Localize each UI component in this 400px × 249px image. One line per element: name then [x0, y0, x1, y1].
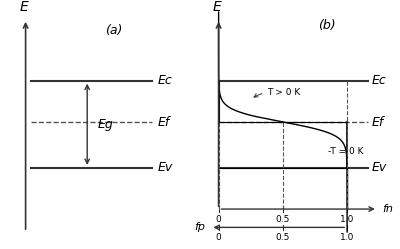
Text: 0.5: 0.5 [276, 233, 290, 242]
Text: 0.5: 0.5 [276, 215, 290, 224]
Text: T > 0 K: T > 0 K [254, 88, 301, 97]
Text: Ev: Ev [372, 161, 387, 174]
Text: Ev: Ev [158, 161, 173, 174]
Text: Eg: Eg [98, 118, 114, 131]
Text: E: E [20, 0, 28, 14]
Text: 0: 0 [216, 233, 222, 242]
Text: fp: fp [194, 222, 205, 232]
Text: fn: fn [382, 204, 393, 214]
Text: (a): (a) [105, 24, 122, 37]
Text: Ef: Ef [158, 116, 170, 128]
Text: 1.0: 1.0 [340, 233, 354, 242]
Text: (b): (b) [318, 19, 336, 32]
Text: Ec: Ec [158, 74, 172, 87]
Text: -T = 0 K: -T = 0 K [328, 147, 363, 156]
Text: 1.0: 1.0 [340, 215, 354, 224]
Text: E: E [212, 0, 221, 14]
Text: 0: 0 [216, 215, 222, 224]
Text: Ef: Ef [372, 116, 384, 128]
Text: Ec: Ec [372, 74, 386, 87]
